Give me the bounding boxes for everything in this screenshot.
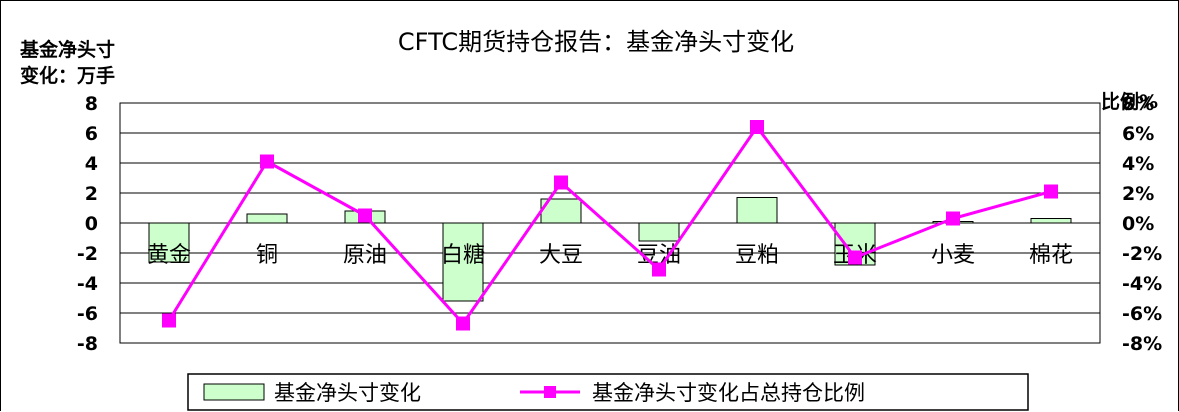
left-tick-label: 4 [85,153,98,175]
category-label: 大豆 [539,243,583,268]
left-tick-label: -8 [77,333,98,355]
left-tick-label: -2 [77,243,98,265]
bar [1030,218,1072,224]
line-point [456,316,470,331]
legend: 基金净头寸变化 基金净头寸变化占总持仓比例 [187,373,1029,411]
left-tick-label: 2 [85,183,98,205]
right-tick-labels: 8% 6% 4% 2% 0% -2% -4% -6% -8% [1122,93,1162,355]
left-tick-label: 6 [85,123,98,145]
left-tick-label: 8 [85,93,98,115]
series-line [167,125,1052,325]
category-label: 豆粕 [735,243,779,268]
right-tick-label: 4% [1122,153,1154,175]
line-point [554,175,568,190]
bar [148,222,190,263]
right-tick-label: 0% [1122,213,1154,235]
line-point [358,208,372,223]
legend-bar-swatch [203,383,265,401]
left-tick-labels: 8 6 4 2 0 -2 -4 -6 -8 [77,93,98,355]
right-tick-label: -2% [1122,243,1162,265]
left-tick-label: -6 [77,303,98,325]
category-label: 黄金 [147,243,191,268]
left-tick-label: 0 [85,213,98,235]
right-axis-label: 比例% [1101,90,1158,113]
category-labels: 黄金铜原油白糖大豆豆油豆粕玉米小麦棉花 [147,243,1073,268]
line-point [750,120,764,134]
category-label: 棉花 [1029,243,1073,268]
right-tick-label: 6% [1122,123,1154,145]
category-label: 小麦 [931,243,975,268]
left-tick-label: -4 [77,273,98,295]
bar [442,222,484,302]
right-tick-label: -4% [1122,273,1162,295]
bar [246,213,288,224]
legend-bar-label: 基金净头寸变化 [274,381,421,405]
line-point [652,262,666,277]
chart-title: CFTC期货持仓报告：基金净头寸变化 [398,28,794,56]
right-tick-label: 8% [1122,93,1154,115]
line-point [848,250,862,265]
line-point [260,154,274,169]
line-point [162,313,176,328]
right-tick-label: -8% [1122,333,1162,355]
right-tick-label: -6% [1122,303,1162,325]
left-axis-label-line-1: 基金净头寸 [19,38,115,61]
line-point [1044,184,1058,199]
left-axis-label-line-2: 变化：万手 [20,64,115,87]
category-label: 铜 [256,243,278,268]
bar [638,222,680,242]
bar [736,197,778,224]
bar-series [148,197,1072,302]
line-series [162,120,1058,331]
legend-line-label: 基金净头寸变化占总持仓比例 [592,381,865,405]
legend-box [187,373,1029,411]
legend-line-marker [544,386,556,398]
category-label: 原油 [343,243,387,268]
right-tick-label: 2% [1122,183,1154,205]
line-point [946,211,960,226]
category-label: 白糖 [441,243,485,268]
